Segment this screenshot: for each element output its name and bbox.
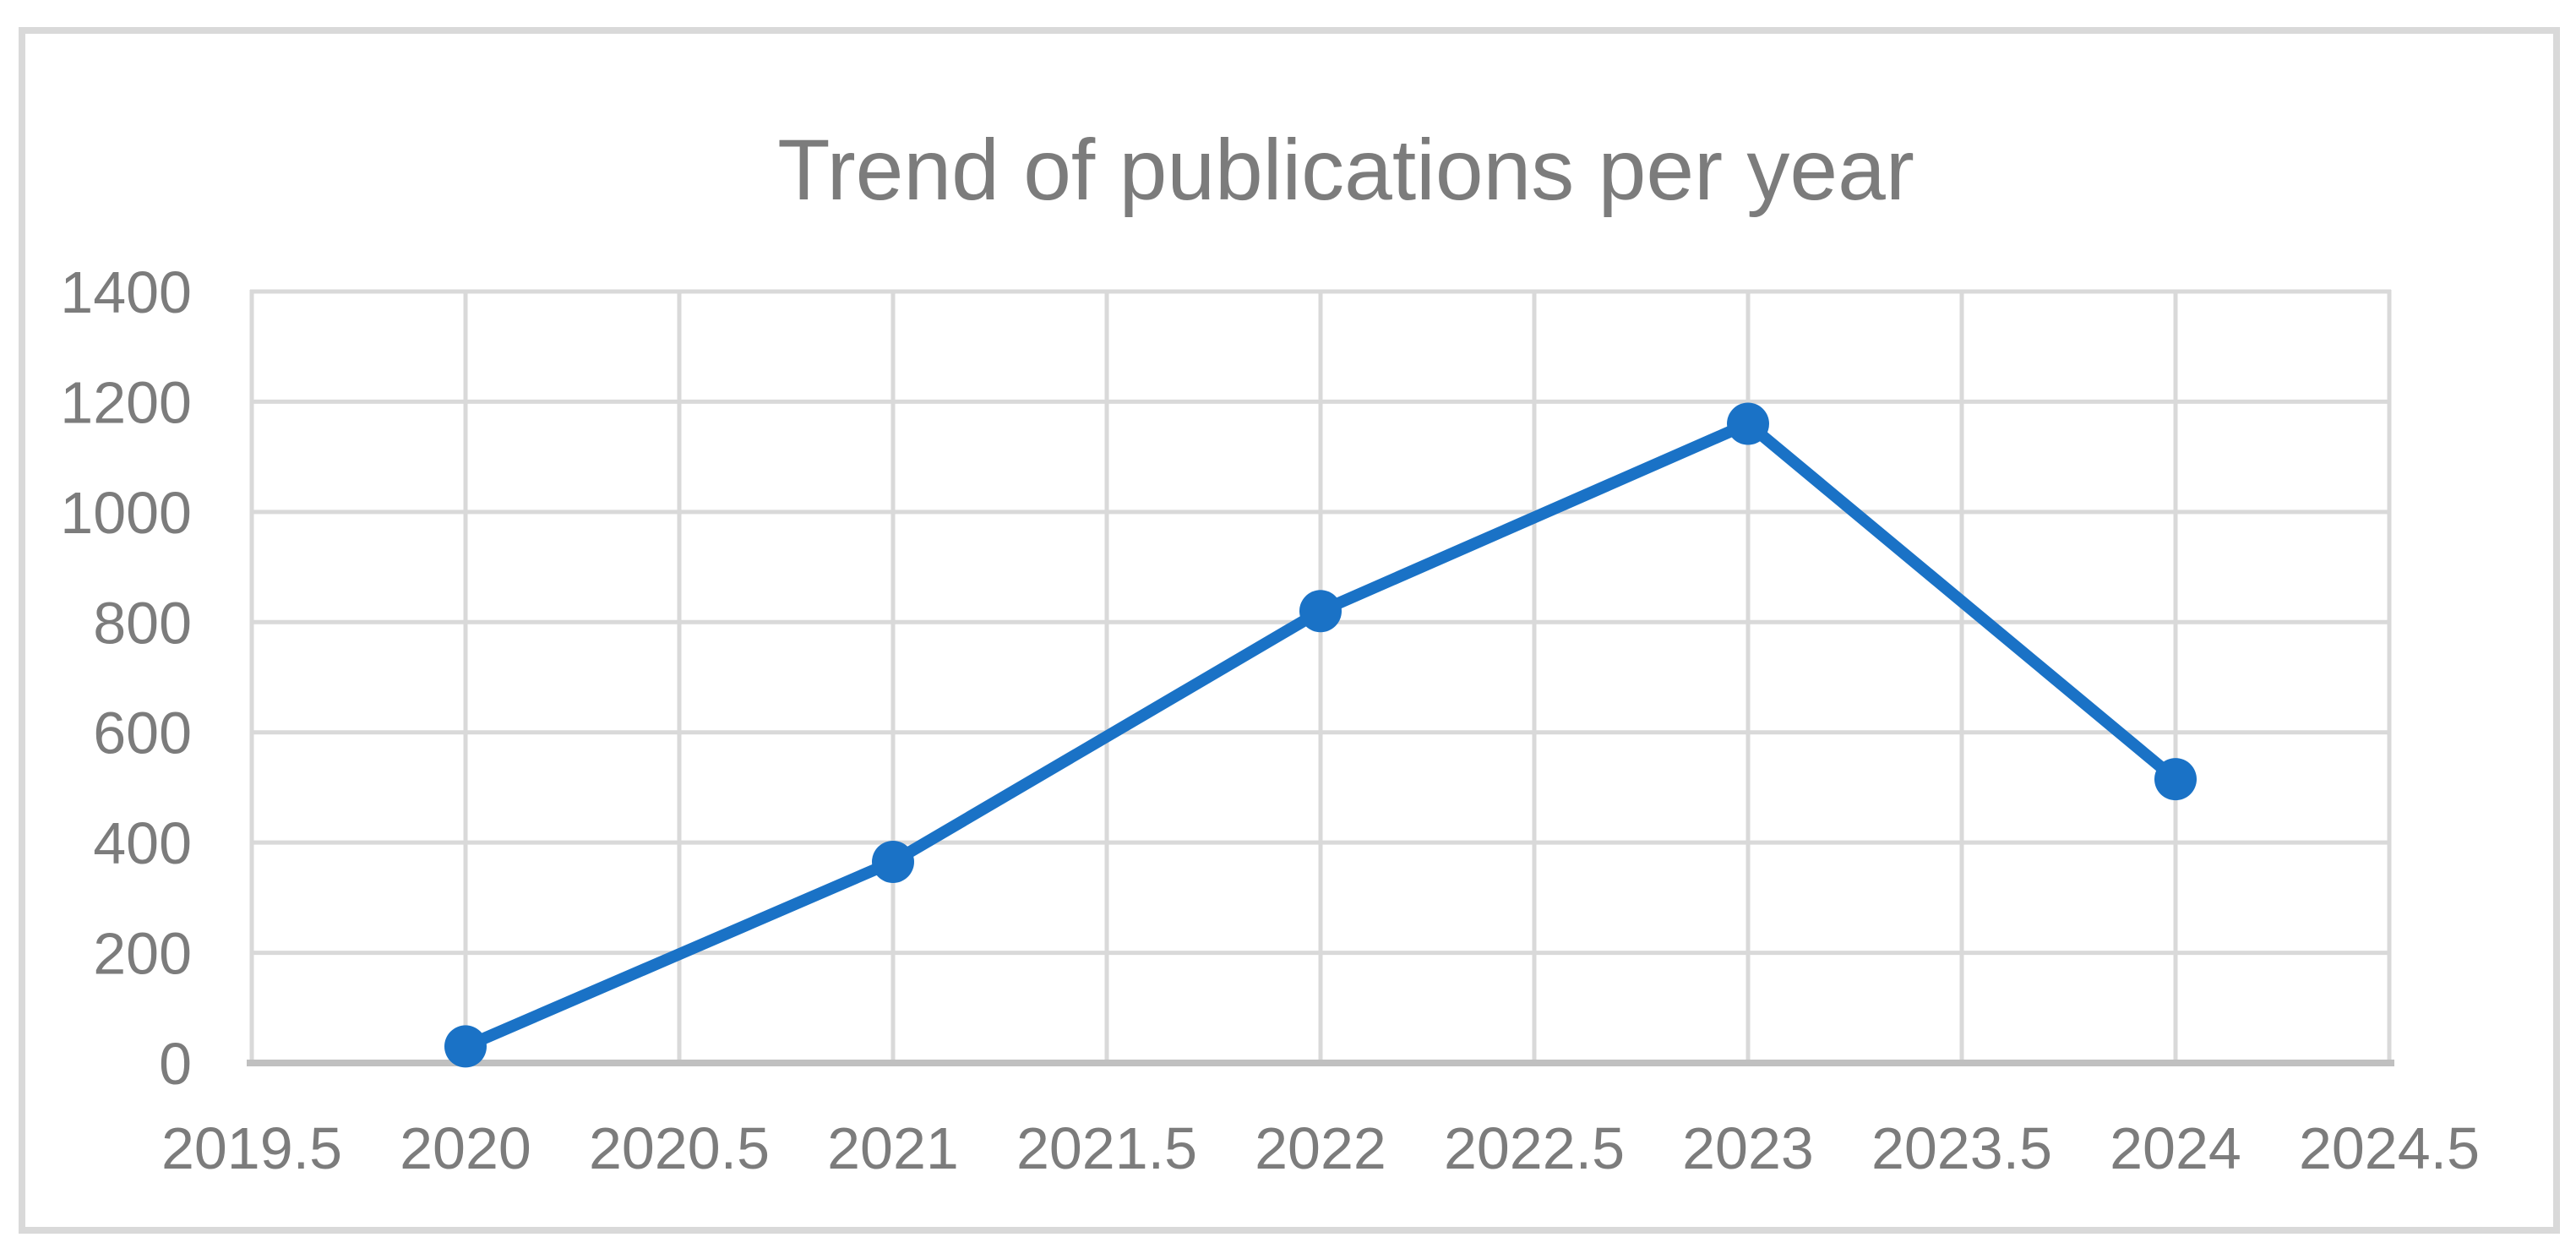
data-point-marker: [1727, 402, 1769, 445]
y-tick-label: 400: [93, 810, 192, 876]
x-tick-label: 2021: [827, 1115, 959, 1181]
x-tick-label: 2020: [400, 1115, 531, 1181]
x-tick-label: 2020.5: [589, 1115, 770, 1181]
x-tick-label: 2021.5: [1016, 1115, 1197, 1181]
x-tick-label: 2024.5: [2299, 1115, 2480, 1181]
y-tick-label: 800: [93, 590, 192, 656]
y-tick-label: 200: [93, 921, 192, 987]
x-tick-label: 2023: [1682, 1115, 1814, 1181]
data-point-marker: [872, 840, 914, 883]
x-tick-label: 2024: [2110, 1115, 2241, 1181]
y-tick-label: 600: [93, 700, 192, 766]
x-tick-label: 2022: [1255, 1115, 1386, 1181]
y-tick-label: 0: [159, 1031, 192, 1097]
x-tick-label: 2019.5: [161, 1115, 342, 1181]
chart-title: Trend of publications per year: [777, 122, 1914, 218]
data-point-marker: [2154, 758, 2197, 801]
y-tick-label: 1400: [60, 259, 192, 325]
x-tick-label: 2022.5: [1444, 1115, 1625, 1181]
data-point-marker: [1299, 590, 1342, 633]
y-tick-label: 1200: [60, 369, 192, 435]
y-tick-label: 1000: [60, 480, 192, 546]
x-tick-label: 2023.5: [1871, 1115, 2052, 1181]
data-point-marker: [444, 1025, 487, 1068]
